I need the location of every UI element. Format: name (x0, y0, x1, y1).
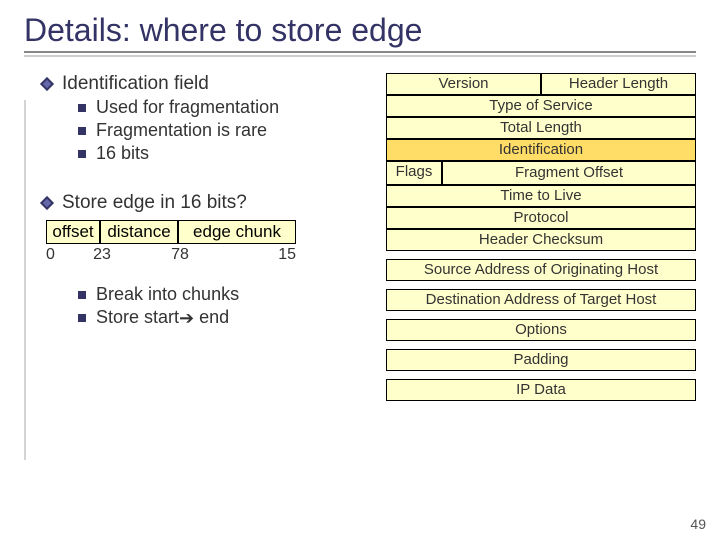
slide-title: Details: where to store edge (24, 12, 696, 53)
ip-cell: Flags (386, 161, 442, 185)
ip-cell: Destination Address of Target Host (386, 289, 696, 311)
decorative-vline (24, 100, 26, 460)
square-icon (78, 314, 86, 322)
square-icon (78, 291, 86, 299)
ip-cell: Total Length (386, 117, 696, 139)
bits-cell: edge chunk (178, 220, 296, 244)
page-number: 49 (690, 516, 706, 532)
block2-heading: Store edge in 16 bits? (42, 192, 374, 214)
content-row: Identification field Used for fragmentat… (24, 73, 696, 401)
list-item: Store start➔ end (78, 307, 374, 329)
left-column: Identification field Used for fragmentat… (24, 73, 374, 401)
ip-cell: IP Data (386, 379, 696, 401)
block2: Store edge in 16 bits? offset distance e… (42, 192, 374, 264)
bits-positions: 0 2 3 7 8 15 (46, 246, 374, 264)
square-icon (78, 104, 86, 112)
ip-cell: Type of Service (386, 95, 696, 117)
block1-heading-text: Identification field (62, 73, 209, 94)
square-icon (78, 150, 86, 158)
block3: Break into chunks Store start➔ end (78, 284, 374, 329)
list-item: Break into chunks (78, 284, 374, 305)
ip-header-table: VersionHeader Length Type of Service Tot… (386, 73, 696, 401)
block1-list: Used for fragmentation Fragmentation is … (78, 97, 374, 164)
arrow-icon: ➔ (179, 308, 194, 328)
square-icon (78, 127, 86, 135)
bits-cell: offset (46, 220, 100, 244)
right-column: VersionHeader Length Type of Service Tot… (386, 73, 696, 401)
bits-cell: distance (100, 220, 178, 244)
diamond-icon (40, 196, 54, 210)
ip-cell: Padding (386, 349, 696, 371)
ip-cell: Source Address of Originating Host (386, 259, 696, 281)
diamond-icon (40, 77, 54, 91)
bits-labels-row: offset distance edge chunk (46, 220, 374, 244)
block1-heading: Identification field (42, 73, 374, 95)
ip-cell: Fragment Offset (442, 161, 696, 185)
ip-cell: Options (386, 319, 696, 341)
list-item: Fragmentation is rare (78, 120, 374, 141)
ip-cell: Time to Live (386, 185, 696, 207)
ip-cell: Header Length (541, 73, 696, 95)
ip-cell-highlight: Identification (386, 139, 696, 161)
list-item: 16 bits (78, 143, 374, 164)
ip-cell: Protocol (386, 207, 696, 229)
ip-cell: Version (386, 73, 541, 95)
ip-cell: Header Checksum (386, 229, 696, 251)
bits-diagram: offset distance edge chunk 0 2 3 7 8 15 (46, 220, 374, 264)
block2-heading-text: Store edge in 16 bits? (62, 192, 247, 213)
list-item: Used for fragmentation (78, 97, 374, 118)
